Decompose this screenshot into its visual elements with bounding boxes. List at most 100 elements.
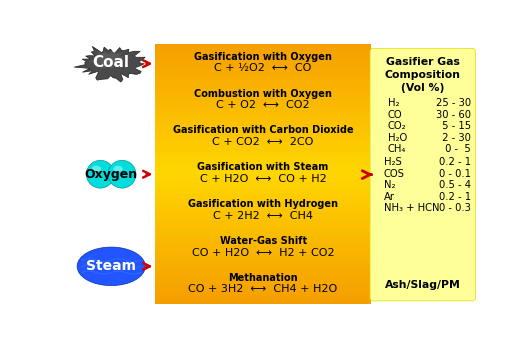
Polygon shape	[155, 74, 371, 77]
Polygon shape	[155, 255, 371, 258]
Polygon shape	[155, 187, 371, 190]
Polygon shape	[155, 64, 371, 67]
Polygon shape	[155, 151, 371, 155]
Polygon shape	[155, 90, 371, 93]
Text: Combustion with Oxygen: Combustion with Oxygen	[194, 89, 332, 99]
Text: Oxygen: Oxygen	[85, 168, 138, 181]
Polygon shape	[155, 197, 371, 200]
Polygon shape	[155, 213, 371, 216]
Text: 0 - 0.1: 0 - 0.1	[439, 169, 471, 179]
Polygon shape	[155, 165, 371, 168]
Polygon shape	[155, 139, 371, 142]
Polygon shape	[155, 61, 371, 64]
Polygon shape	[155, 229, 371, 233]
Text: C + CO2  ⟷  2CO: C + CO2 ⟷ 2CO	[213, 137, 314, 147]
Polygon shape	[155, 301, 371, 304]
Polygon shape	[155, 83, 371, 87]
Polygon shape	[155, 265, 371, 268]
Polygon shape	[155, 100, 371, 103]
Text: Steam: Steam	[86, 259, 136, 273]
Polygon shape	[155, 226, 371, 229]
Polygon shape	[74, 46, 145, 82]
Polygon shape	[155, 291, 371, 294]
Polygon shape	[155, 278, 371, 281]
FancyBboxPatch shape	[370, 48, 475, 301]
Text: C + O2  ⟷  CO2: C + O2 ⟷ CO2	[216, 100, 310, 110]
Text: Coal: Coal	[93, 55, 130, 70]
Polygon shape	[155, 132, 371, 135]
Polygon shape	[155, 272, 371, 275]
Polygon shape	[155, 70, 371, 74]
Polygon shape	[155, 297, 371, 301]
Polygon shape	[155, 129, 371, 132]
Text: N₂: N₂	[384, 180, 395, 190]
Polygon shape	[155, 67, 371, 70]
Polygon shape	[155, 239, 371, 242]
Polygon shape	[155, 285, 371, 288]
Text: C + H2O  ⟷  CO + H2: C + H2O ⟷ CO + H2	[200, 174, 326, 184]
Polygon shape	[155, 200, 371, 204]
Polygon shape	[155, 216, 371, 220]
Text: NH₃ + HCN: NH₃ + HCN	[384, 204, 439, 214]
Polygon shape	[155, 252, 371, 255]
Polygon shape	[155, 184, 371, 187]
Polygon shape	[155, 258, 371, 262]
Polygon shape	[155, 181, 371, 184]
Polygon shape	[155, 51, 371, 54]
Polygon shape	[155, 80, 371, 83]
Text: H₂: H₂	[388, 98, 400, 108]
Text: 30 - 60: 30 - 60	[436, 110, 471, 120]
Text: 0.5 - 4: 0.5 - 4	[439, 180, 471, 190]
Ellipse shape	[86, 160, 114, 188]
Ellipse shape	[108, 160, 136, 188]
Polygon shape	[155, 210, 371, 213]
Polygon shape	[155, 236, 371, 239]
Polygon shape	[155, 148, 371, 151]
Polygon shape	[155, 249, 371, 252]
Polygon shape	[155, 207, 371, 210]
Ellipse shape	[77, 247, 145, 286]
Polygon shape	[155, 103, 371, 106]
Text: Ar: Ar	[384, 192, 395, 202]
Text: 0.2 - 1: 0.2 - 1	[439, 157, 471, 167]
Text: 0 -  5: 0 - 5	[442, 144, 471, 154]
Polygon shape	[155, 106, 371, 109]
Polygon shape	[155, 194, 371, 197]
Text: CO: CO	[388, 110, 402, 120]
Polygon shape	[155, 58, 371, 61]
Polygon shape	[155, 96, 371, 100]
Text: C + 2H2  ⟷  CH4: C + 2H2 ⟷ CH4	[213, 211, 313, 221]
Polygon shape	[155, 275, 371, 278]
Polygon shape	[155, 119, 371, 122]
Polygon shape	[155, 122, 371, 126]
Polygon shape	[89, 51, 125, 69]
Polygon shape	[155, 77, 371, 80]
Polygon shape	[155, 177, 371, 181]
Text: H₂O: H₂O	[388, 132, 407, 142]
Polygon shape	[155, 174, 371, 177]
Ellipse shape	[92, 166, 101, 172]
Text: 0 - 0.3: 0 - 0.3	[439, 204, 471, 214]
Text: C + ½O2  ⟷  CO: C + ½O2 ⟷ CO	[215, 63, 312, 73]
Text: 0.2 - 1: 0.2 - 1	[439, 192, 471, 202]
Polygon shape	[155, 142, 371, 145]
Polygon shape	[155, 223, 371, 226]
Text: CO + H2O  ⟷  H2 + CO2: CO + H2O ⟷ H2 + CO2	[192, 248, 334, 258]
Text: Gasification with Oxygen: Gasification with Oxygen	[194, 52, 332, 62]
Text: CO + 3H2  ⟷  CH4 + H2O: CO + 3H2 ⟷ CH4 + H2O	[189, 284, 338, 294]
Text: CO₂: CO₂	[388, 121, 407, 131]
Text: Gasification with Steam: Gasification with Steam	[198, 162, 329, 172]
Polygon shape	[155, 281, 371, 285]
Polygon shape	[155, 168, 371, 171]
Polygon shape	[155, 158, 371, 161]
Text: 5 - 15: 5 - 15	[439, 121, 471, 131]
Text: 2 - 30: 2 - 30	[439, 132, 471, 142]
Polygon shape	[155, 87, 371, 90]
Text: Gasifier Gas
Composition
(Vol %): Gasifier Gas Composition (Vol %)	[385, 57, 461, 93]
Text: COS: COS	[384, 169, 405, 179]
Text: Water-Gas Shift: Water-Gas Shift	[219, 236, 307, 246]
Polygon shape	[155, 204, 371, 207]
Polygon shape	[155, 242, 371, 246]
Polygon shape	[155, 246, 371, 249]
Text: 25 - 30: 25 - 30	[436, 98, 471, 108]
